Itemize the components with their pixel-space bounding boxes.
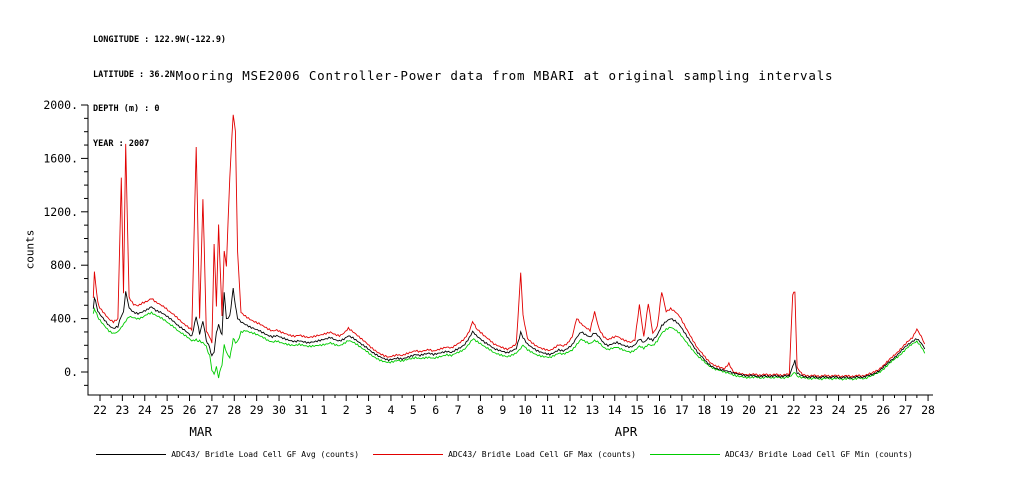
x-tick-label: 30	[272, 403, 286, 417]
x-tick-label: 19	[720, 403, 734, 417]
metadata-year: YEAR : 2007	[93, 138, 150, 149]
x-tick-label: 31	[294, 403, 308, 417]
x-tick-label: 24	[832, 403, 846, 417]
x-tick-label: 4	[387, 403, 394, 417]
legend-item-max: ADC43/ Bridle Load Cell GF Max (counts)	[373, 450, 636, 459]
max-line-swatch	[373, 454, 444, 455]
x-tick-label: 24	[138, 403, 152, 417]
avg-line-swatch	[96, 454, 167, 455]
x-tick-label: 29	[250, 403, 264, 417]
x-tick-label: 28	[921, 403, 935, 417]
y-tick-label: 800.	[50, 258, 78, 272]
x-tick-label: 10	[518, 403, 532, 417]
x-tick-label: 23	[809, 403, 823, 417]
y-tick-label: 400.	[50, 312, 78, 326]
x-tick-label: 2	[343, 403, 350, 417]
x-tick-label: 8	[477, 403, 484, 417]
y-tick-label: 2000.	[43, 98, 78, 112]
x-tick-label: 15	[630, 403, 644, 417]
y-tick-label: 1600.	[43, 151, 78, 165]
x-tick-label: 22	[93, 403, 107, 417]
x-tick-label: 26	[876, 403, 890, 417]
x-tick-label: 16	[653, 403, 667, 417]
x-tick-label: 25	[160, 403, 174, 417]
x-tick-label: 20	[742, 403, 756, 417]
series-line-max	[92, 114, 926, 378]
x-tick-label: 5	[410, 403, 417, 417]
legend-label-avg: ADC43/ Bridle Load Cell GF Avg (counts)	[171, 450, 360, 459]
legend-item-avg: ADC43/ Bridle Load Cell GF Avg (counts)	[96, 450, 359, 459]
legend: ADC43/ Bridle Load Cell GF Avg (counts) …	[0, 450, 1009, 459]
y-tick-label: 1200.	[43, 205, 78, 219]
metadata-depth: DEPTH (m) : 0	[93, 104, 160, 114]
x-tick-label: 12	[563, 403, 577, 417]
x-tick-label: 1	[320, 403, 327, 417]
month-label: MAR	[189, 424, 212, 439]
x-tick-label: 27	[899, 403, 913, 417]
min-line-swatch	[649, 454, 720, 455]
month-label: APR	[615, 424, 638, 439]
metadata-longitude: LONGITUDE : 122.9W(-122.9)	[93, 35, 227, 45]
y-tick-label: 0.	[64, 365, 78, 379]
x-tick-label: 18	[697, 403, 711, 417]
metadata-latitude: LATITUDE : 36.2N	[93, 69, 175, 80]
legend-label-min: ADC43/ Bridle Load Cell GF Min (counts)	[724, 450, 913, 459]
x-tick-label: 22	[787, 403, 801, 417]
metadata-block: LONGITUDE : 122.9W(-122.9) LATITUDE : 36…	[93, 12, 226, 173]
x-tick-label: 7	[455, 403, 462, 417]
x-tick-label: 6	[432, 403, 439, 417]
x-tick-label: 28	[227, 403, 241, 417]
x-tick-label: 23	[115, 403, 129, 417]
x-tick-label: 3	[365, 403, 372, 417]
x-tick-label: 25	[854, 403, 868, 417]
series-line-avg	[92, 288, 926, 380]
legend-item-min: ADC43/ Bridle Load Cell GF Min (counts)	[649, 450, 913, 459]
x-tick-label: 26	[183, 403, 197, 417]
x-tick-label: 11	[541, 403, 555, 417]
series-line-min	[92, 307, 926, 381]
axes-lines	[87, 105, 933, 396]
x-tick-label: 21	[764, 403, 778, 417]
x-tick-label: 13	[585, 403, 599, 417]
x-tick-label: 27	[205, 403, 219, 417]
legend-label-max: ADC43/ Bridle Load Cell GF Max (counts)	[448, 450, 636, 459]
x-tick-label: 9	[499, 403, 506, 417]
x-tick-label: 17	[675, 403, 689, 417]
chart-title: Mooring MSE2006 Controller-Power data fr…	[175, 68, 834, 83]
x-tick-label: 14	[608, 403, 622, 417]
